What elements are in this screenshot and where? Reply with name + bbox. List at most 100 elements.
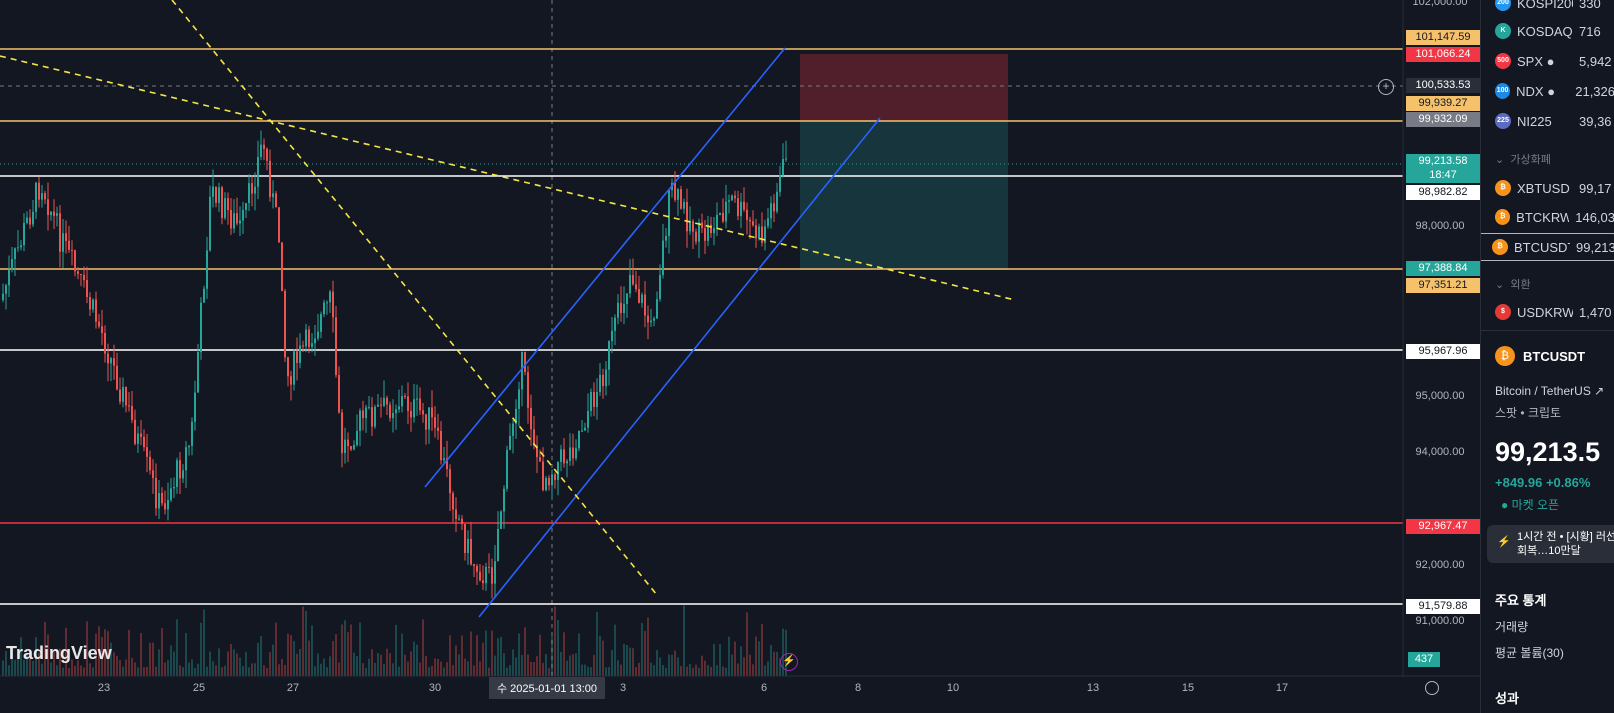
candle-body [668, 190, 670, 236]
candle-body [572, 447, 574, 459]
watchlist-row-xbtusd[interactable]: ₿ XBTUSD 99,17 [1481, 174, 1614, 202]
candle-body [575, 448, 577, 459]
candle-body [212, 186, 214, 197]
volume-bar [215, 665, 217, 676]
volume-bar [209, 651, 211, 676]
candle-body [344, 439, 346, 454]
trendline-dashed [0, 55, 1016, 301]
volume-bar [335, 634, 337, 676]
watchlist-row-usdkrw[interactable]: $ USDKRW 1,470 [1481, 298, 1614, 326]
settings-gear-icon[interactable] [1425, 681, 1439, 695]
lightning-event-icon[interactable]: ⚡ [780, 653, 798, 671]
volume-bar [512, 649, 514, 676]
watchlist-row-ndx[interactable]: 100 NDX ● 21,326 [1481, 77, 1614, 105]
add-plus-icon[interactable]: + [1378, 79, 1394, 95]
volume-bar [323, 658, 325, 676]
symbol-logo-icon: ₿ [1495, 180, 1511, 196]
volume-bar [107, 631, 109, 676]
candle-body [350, 446, 352, 450]
volume-bar [578, 633, 580, 676]
watchlist-row-btcusdt[interactable]: ₿ BTCUSDT 99,213 [1481, 233, 1614, 261]
x-tick: 3 [619, 682, 627, 694]
volume-bar [707, 664, 709, 676]
volume-bar [113, 652, 115, 676]
volume-bar [590, 667, 592, 676]
candle-body [329, 291, 331, 303]
volume-bar [404, 654, 406, 676]
candle-body [587, 411, 589, 428]
volume-bar [179, 665, 181, 676]
volume-bar [314, 666, 316, 676]
candle-body [491, 567, 493, 584]
volume-bar [419, 662, 421, 676]
volume-bar [305, 610, 307, 676]
volume-bar [401, 633, 403, 676]
details-name[interactable]: Bitcoin / TetherUS ↗ [1495, 384, 1604, 398]
candle-body [164, 503, 166, 510]
volume-bar [347, 632, 349, 676]
details-name-text: Bitcoin / TetherUS [1495, 384, 1591, 398]
stats-volume: 거래량 [1495, 620, 1529, 634]
candle-body [731, 195, 733, 201]
watchlist-row-spx[interactable]: 500 SPX ● 5,942 [1481, 47, 1614, 75]
candle-body [551, 474, 553, 486]
candle-body [782, 159, 784, 176]
x-tick: 17 [1275, 682, 1289, 694]
watchlist-row-kospi200[interactable]: 200 KOSPI200 330 [1481, 0, 1614, 17]
candle-body [359, 410, 361, 431]
candle-body [521, 351, 523, 390]
volume-bar [230, 643, 232, 676]
volume-bar [614, 624, 616, 676]
volume-bar [464, 658, 466, 676]
candle-body [578, 430, 580, 449]
volume-bar [278, 664, 280, 676]
volume-bar [218, 648, 220, 676]
candle-body [560, 449, 562, 462]
volume-bar [695, 664, 697, 676]
price-chart[interactable] [0, 0, 1480, 713]
candle-body [662, 240, 664, 276]
chart-pane[interactable]: TradingView 102,000.00 98,000.00 95,000.… [0, 0, 1480, 713]
volume-bar [191, 659, 193, 676]
candle-body [398, 406, 400, 410]
x-tick: 6 [760, 682, 768, 694]
candle-body [74, 250, 76, 272]
candle-body [602, 374, 604, 387]
candle-body [275, 193, 277, 208]
volume-bar [92, 667, 94, 676]
section-fx-header[interactable]: ⌄ 외환 [1495, 279, 1531, 291]
watchlist-row-btckrw[interactable]: ₿ BTCKRW 146,03 [1481, 203, 1614, 231]
volume-bar [545, 654, 547, 676]
candle-body [536, 445, 538, 458]
candle-body [764, 226, 766, 243]
section-crypto-header[interactable]: ⌄ 가상화폐 [1495, 154, 1551, 166]
candle-body [203, 288, 205, 303]
volume-bar [143, 667, 145, 676]
volume-bar [227, 651, 229, 676]
volume-label: 437 [1408, 652, 1440, 667]
volume-bar [515, 657, 517, 676]
candle-body [494, 561, 496, 584]
volume-bar [308, 640, 310, 676]
watchlist-row-kosdaq[interactable]: K KOSDAQ 716 [1481, 17, 1614, 45]
candle-body [41, 193, 43, 200]
candle-body [242, 209, 244, 221]
candle-body [71, 249, 73, 251]
x-tick: 13 [1086, 682, 1100, 694]
volume-bar [41, 663, 43, 676]
volume-bar [758, 641, 760, 676]
candle-body [749, 219, 751, 222]
volume-bar [257, 642, 259, 676]
candle-body [665, 235, 667, 241]
candle-body [503, 488, 505, 512]
external-link-icon[interactable]: ↗ [1594, 384, 1605, 398]
watchlist-row-ni225[interactable]: 225 NI225 39,36 [1481, 107, 1614, 135]
news-card[interactable]: ⚡ 1시간 전 • [시황] 러선 회복…10만달 [1487, 525, 1614, 563]
volume-bar [185, 632, 187, 676]
volume-bar [416, 644, 418, 676]
x-tick: 15 [1181, 682, 1195, 694]
volume-bar [632, 648, 634, 676]
volume-bar [500, 636, 502, 676]
candle-body [650, 320, 652, 323]
candle-body [554, 474, 556, 480]
